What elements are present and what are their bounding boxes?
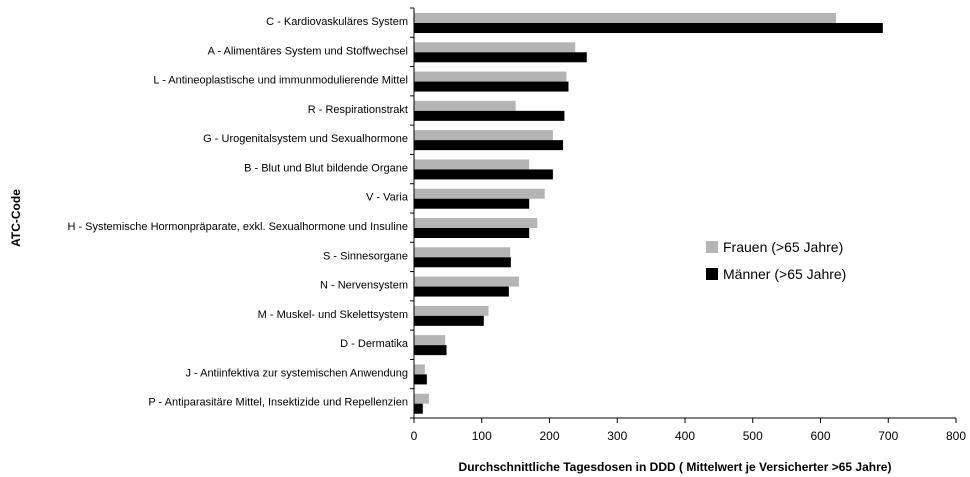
category-label: J - Antiinfektiva zur systemischen Anwen…: [185, 367, 408, 379]
category-label: C - Kardiovaskuläres System: [266, 16, 408, 28]
bar-frauen: [414, 364, 425, 375]
category-label: R - Respirationstrakt: [308, 104, 408, 116]
bar-maenner: [414, 403, 423, 414]
y-axis-title: ATC-Code: [9, 189, 23, 247]
bar-maenner: [414, 228, 530, 238]
category-label: P - Antiparasitäre Mittel, Insektizide u…: [148, 397, 408, 409]
x-tick-label: 0: [411, 429, 418, 443]
bar-maenner: [414, 257, 511, 268]
legend-label-maenner: Männer (>65 Jahre): [723, 266, 846, 282]
legend: Frauen (>65 Jahre) Männer (>65 Jahre): [706, 239, 846, 282]
category-label: S - Sinnesorgane: [323, 250, 408, 262]
x-tick-label: 400: [675, 429, 695, 443]
x-tick-label: 200: [539, 429, 559, 443]
bar-frauen: [414, 218, 538, 228]
category-label: D - Dermatika: [340, 338, 409, 350]
bar-maenner: [414, 374, 427, 385]
bar-frauen: [414, 393, 429, 404]
bar-maenner: [414, 286, 509, 297]
category-labels: C - Kardiovaskuläres System A - Alimentär…: [67, 7, 414, 419]
x-tick-label: 700: [878, 429, 898, 443]
bar-frauen: [414, 247, 511, 258]
x-tick-label: 300: [607, 429, 627, 443]
bar-maenner: [414, 52, 587, 63]
category-label: M - Muskel- und Skelettsystem: [258, 309, 408, 321]
bar-frauen: [414, 130, 553, 141]
bar-frauen: [414, 276, 520, 287]
legend-swatch-frauen: [706, 241, 718, 253]
x-tick-label: 800: [946, 429, 966, 443]
category-label: G - Urogenitalsystem und Sexualhormone: [203, 133, 408, 145]
legend-label-frauen: Frauen (>65 Jahre): [723, 239, 843, 255]
bar-maenner: [414, 198, 530, 209]
category-label: A - Alimentäres System und Stoffwechsel: [208, 45, 408, 57]
bar-frauen: [414, 159, 530, 170]
bar-frauen: [414, 42, 576, 53]
bar-frauen: [414, 71, 567, 82]
bar-frauen: [414, 13, 837, 23]
x-tick-label: 600: [810, 429, 830, 443]
legend-swatch-maenner: [706, 268, 718, 280]
bar-maenner: [414, 315, 484, 326]
x-tick-group: 0 100 200 300 400 500 600 700 800: [411, 418, 966, 443]
bar-frauen: [414, 335, 446, 346]
category-label: H - Systemische Hormonpräparate, exkl. S…: [67, 221, 408, 233]
bar-maenner: [414, 81, 569, 92]
bar-group: [414, 13, 883, 414]
x-tick-label: 100: [472, 429, 492, 443]
bar-maenner: [414, 140, 564, 151]
bar-maenner: [414, 345, 447, 356]
category-label: B - Blut und Blut bildende Organe: [244, 162, 408, 174]
bar-maenner: [414, 110, 565, 121]
bar-maenner: [414, 169, 553, 180]
category-label: L - Antineoplastische und immunmoduliere…: [153, 75, 408, 87]
bar-maenner: [414, 23, 883, 33]
x-tick-label: 500: [743, 429, 763, 443]
bar-frauen: [414, 188, 545, 199]
bar-frauen: [414, 100, 516, 111]
x-axis-title: Durchschnittliche Tagesdosen in DDD ( Mi…: [459, 460, 892, 474]
category-label: V - Varia: [366, 192, 409, 204]
bar-frauen: [414, 305, 489, 316]
category-label: N - Nervensystem: [320, 280, 408, 292]
